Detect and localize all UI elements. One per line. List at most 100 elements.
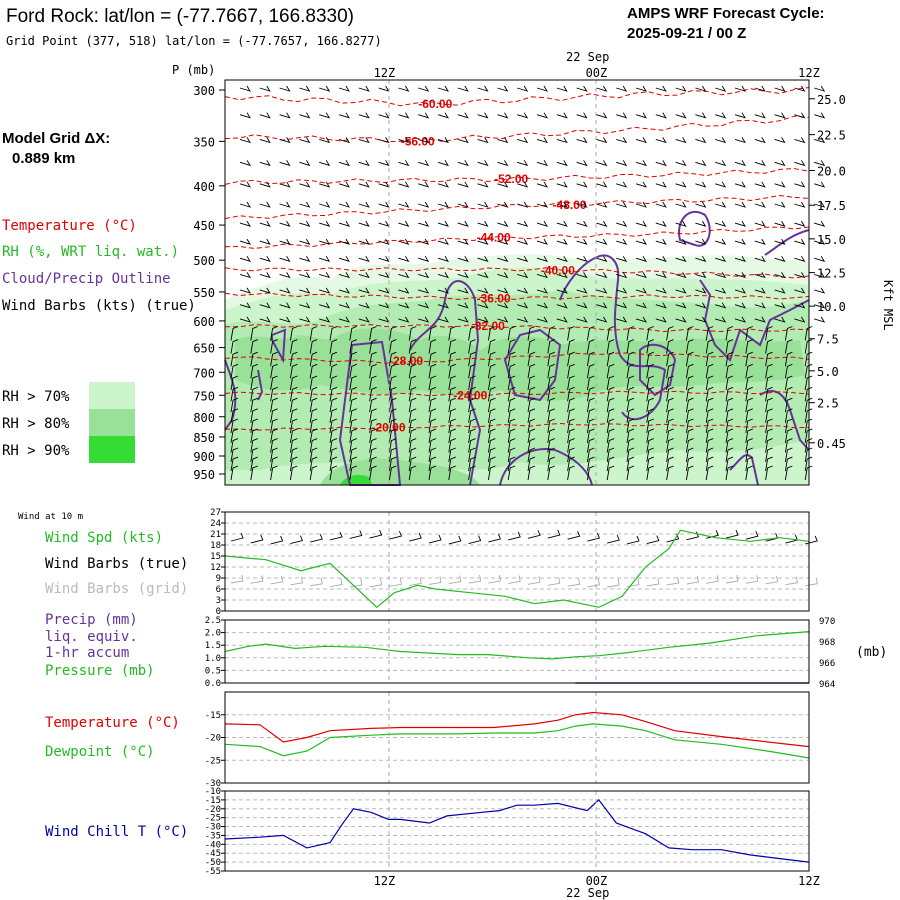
rh-legend-label-2: RH > 80% (2, 416, 70, 432)
wind-barb-259 (408, 363, 417, 379)
temperature-line (224, 711, 810, 748)
wind-barb-240 (388, 447, 397, 463)
surface-barb-10 (428, 534, 442, 544)
wind-barb-647 (685, 465, 694, 481)
wind-barb-322 (448, 456, 456, 472)
wind-barb-455 (547, 438, 555, 453)
wind-barb-470 (576, 302, 588, 309)
wind-barb-713 (754, 302, 766, 309)
wind-barb-62 (279, 255, 291, 262)
wind-barb-676 (734, 112, 746, 119)
wind-barb-596 (675, 137, 687, 144)
wind-barb-445 (547, 326, 555, 341)
wind-barb-600 (675, 220, 687, 227)
wind-barb-369 (487, 386, 496, 402)
wind-barb-142 (338, 238, 350, 245)
wind-barb-407 (536, 137, 548, 144)
wind-barb-574 (655, 238, 667, 245)
wind-barb-283 (428, 326, 437, 341)
wind-barb-37 (259, 287, 271, 294)
rh-swatch-2 (89, 409, 135, 436)
wind-barb-76 (270, 428, 278, 443)
wind-barb-474 (567, 351, 575, 367)
wind-barb-731 (774, 137, 786, 144)
wind-barb-310 (448, 326, 456, 341)
wind-barb-45 (250, 386, 258, 402)
wind-barb-27 (259, 85, 271, 92)
wind-barb-380 (517, 137, 529, 144)
wind-barb-88 (299, 238, 311, 245)
chill-tick-8: -50 (205, 858, 221, 868)
wind-barb-766 (794, 287, 806, 294)
wind-barb-457 (547, 456, 555, 472)
wind-barb-216 (398, 85, 410, 92)
surface-barb-2 (270, 535, 284, 545)
wind-barb-155 (329, 408, 338, 423)
wind-barb-367 (487, 363, 496, 379)
wind-barb-578 (655, 302, 667, 309)
wind-barb-9 (239, 272, 251, 279)
wind-barb-794 (814, 302, 826, 309)
wind-barb-188 (349, 465, 357, 481)
wind-barb-534 (606, 418, 615, 434)
wind-barb-305 (457, 255, 469, 262)
wind-barb-230 (388, 339, 397, 354)
chill-tick-2: -20 (205, 805, 221, 815)
wind-barb-465 (576, 220, 588, 227)
wind-barb-563 (626, 438, 635, 453)
wind-barb-71 (270, 375, 278, 391)
wind-barb-666 (705, 386, 714, 402)
wind-barb-232 (388, 363, 397, 379)
wind-barb-716 (745, 339, 753, 354)
wind-barb-451 (547, 397, 555, 413)
wind-barb-486 (596, 85, 608, 92)
bottom-tick-1: 00Z (586, 874, 608, 888)
wind-barb-538 (606, 456, 615, 472)
isotherm-line-4 (224, 226, 810, 249)
wind-barb-352 (497, 112, 509, 119)
wind-barb-28 (259, 112, 271, 119)
wind-barb-640 (685, 397, 694, 413)
wind-barb-96 (289, 351, 298, 367)
wind-barb-181 (349, 397, 357, 413)
wind-barb-285 (428, 351, 437, 367)
wind-barb-780 (784, 447, 793, 463)
wind-barb-796 (804, 326, 813, 341)
wind-barb-781 (784, 456, 793, 472)
wind-barb-229 (388, 326, 397, 341)
wind-barb-161 (329, 465, 338, 481)
wind-barb-228 (398, 316, 410, 323)
wind-barb-597 (675, 160, 687, 167)
pressure-unit: (mb) (856, 645, 887, 660)
wind-barb-417 (536, 316, 548, 323)
wind-barb-756 (794, 85, 806, 92)
wind-barb-51 (250, 447, 258, 463)
pressure-tick-8: 700 (193, 366, 215, 380)
isotherm-line-0 (224, 87, 810, 107)
wind-barb-681 (734, 220, 746, 227)
wind-barb-313 (448, 363, 456, 379)
wind-barb-753 (765, 447, 773, 463)
wind-barb-123 (309, 351, 318, 367)
surface-barb-1 (250, 534, 264, 544)
wind-barb-141 (338, 220, 350, 227)
wind-speed-tick-8: 3 (216, 596, 221, 606)
wind-barb-629 (695, 255, 707, 262)
wind-barb-786 (814, 160, 826, 167)
wind-barb-120 (319, 316, 331, 323)
wind-barb-614 (666, 408, 674, 423)
wind-barb-34 (259, 238, 271, 245)
wind-barb-73 (270, 397, 278, 413)
wind-chill-line (224, 799, 810, 863)
wind-barb-180 (349, 386, 357, 402)
wind-barb-521 (616, 255, 628, 262)
wind-barb-591 (646, 447, 654, 463)
wind-barb-567 (655, 85, 667, 92)
wind-barb-241 (388, 456, 397, 472)
wind-barb-770 (784, 339, 793, 354)
wind-barb-281 (437, 302, 449, 309)
wind-barb-599 (675, 201, 687, 208)
wind-barb-717 (745, 351, 753, 367)
wind-barb-224 (398, 255, 410, 262)
isotherm-label-5: -40.00 (541, 264, 575, 278)
